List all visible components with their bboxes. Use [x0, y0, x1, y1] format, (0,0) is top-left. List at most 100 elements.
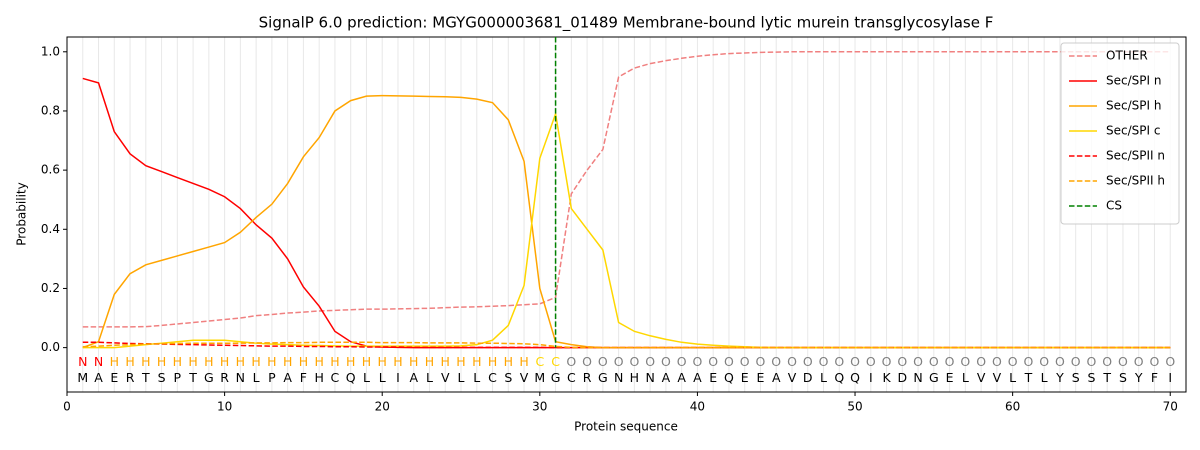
x-tick-label: 60	[1005, 400, 1020, 414]
region-label: H	[456, 354, 465, 369]
chart-title: SignalP 6.0 prediction: MGYG000003681_01…	[259, 14, 994, 33]
residue-label: K	[882, 370, 891, 385]
x-tick-label: 20	[375, 400, 390, 414]
region-label: O	[960, 354, 970, 369]
residue-label: V	[520, 370, 529, 385]
residue-label: L	[426, 370, 433, 385]
region-label: H	[362, 354, 371, 369]
residue-label: L	[379, 370, 386, 385]
residue-label: A	[772, 370, 781, 385]
residue-label: Y	[1134, 370, 1143, 385]
legend: OTHER Sec/SPI n Sec/SPI h Sec/SPI c Sec/SPII…	[1060, 42, 1180, 225]
residue-label: Q	[724, 370, 734, 385]
region-label: O	[724, 354, 734, 369]
region-label: H	[141, 354, 150, 369]
legend-label: Sec/SPI c	[1106, 124, 1160, 138]
region-label: O	[850, 354, 860, 369]
residue-label: V	[441, 370, 450, 385]
residue-label: D	[897, 370, 907, 385]
residue-label: I	[1168, 370, 1172, 385]
y-tick-label: 0.8	[41, 103, 60, 117]
residue-label: E	[757, 370, 765, 385]
region-label: O	[1118, 354, 1128, 369]
x-tick-label: 30	[532, 400, 547, 414]
y-tick-label: 0.4	[41, 222, 60, 236]
residue-label: N	[645, 370, 654, 385]
residue-label: M	[534, 370, 545, 385]
series-line	[82, 94, 1171, 349]
region-label: O	[1023, 354, 1033, 369]
region-label: H	[299, 354, 308, 369]
residue-label: S	[1119, 370, 1127, 385]
residue-label: F	[300, 370, 307, 385]
region-label: O	[614, 354, 624, 369]
region-label: O	[740, 354, 750, 369]
residue-label: G	[929, 370, 939, 385]
legend-label: Sec/SPII h	[1106, 174, 1165, 188]
region-label: O	[629, 354, 639, 369]
x-tick-label: 40	[690, 400, 705, 414]
residue-label: P	[174, 370, 182, 385]
region-label: O	[677, 354, 687, 369]
residue-label: L	[458, 370, 465, 385]
legend-label: Sec/SPI n	[1106, 74, 1161, 88]
region-label: H	[157, 354, 166, 369]
region-label: O	[1071, 354, 1081, 369]
region-label: O	[1039, 354, 1049, 369]
residue-label: R	[220, 370, 229, 385]
series-line	[82, 77, 1171, 349]
region-label: O	[787, 354, 797, 369]
region-label: O	[834, 354, 844, 369]
region-label: O	[913, 354, 923, 369]
region-label: H	[204, 354, 213, 369]
residue-label: S	[1072, 370, 1080, 385]
region-label: H	[378, 354, 387, 369]
residue-label: Q	[850, 370, 860, 385]
region-label: H	[488, 354, 497, 369]
residue-label: L	[473, 370, 480, 385]
residue-label: Q	[834, 370, 844, 385]
region-label: H	[441, 354, 450, 369]
region-label: O	[945, 354, 955, 369]
plot-frame	[66, 36, 1187, 393]
legend-label: CS	[1106, 199, 1122, 213]
region-label: O	[1008, 354, 1018, 369]
region-label: H	[236, 354, 245, 369]
residue-label: S	[158, 370, 166, 385]
residue-label: T	[1102, 370, 1111, 385]
residue-label: A	[693, 370, 702, 385]
residue-label: A	[94, 370, 103, 385]
residue-label: V	[977, 370, 986, 385]
region-label: H	[188, 354, 197, 369]
region-label: H	[425, 354, 434, 369]
region-label: H	[267, 354, 276, 369]
residue-label: F	[1151, 370, 1158, 385]
residue-label: V	[788, 370, 797, 385]
x-tick-label: 70	[1163, 400, 1178, 414]
residue-label: G	[598, 370, 608, 385]
region-label: H	[330, 354, 339, 369]
residue-label: E	[741, 370, 749, 385]
region-label: O	[566, 354, 576, 369]
x-axis-label: Protein sequence	[574, 420, 678, 434]
region-label: O	[1087, 354, 1097, 369]
residue-label: L	[820, 370, 827, 385]
region-label: H	[346, 354, 355, 369]
residue-label: E	[110, 370, 118, 385]
x-tick-label: 10	[217, 400, 232, 414]
residue-label: N	[614, 370, 623, 385]
region-label: O	[819, 354, 829, 369]
y-tick-label: 0.2	[41, 281, 60, 295]
residue-label: Y	[1055, 370, 1064, 385]
residue-label: G	[204, 370, 214, 385]
residue-label: L	[1009, 370, 1016, 385]
y-tick-label: 0.0	[41, 340, 60, 354]
y-axis-label: Probability	[15, 182, 29, 245]
region-label: O	[661, 354, 671, 369]
x-tick-label: 50	[847, 400, 862, 414]
region-label: C	[551, 354, 560, 369]
legend-label: Sec/SPI h	[1106, 99, 1161, 113]
region-label: O	[771, 354, 781, 369]
region-label: O	[866, 354, 876, 369]
residue-label: H	[630, 370, 639, 385]
